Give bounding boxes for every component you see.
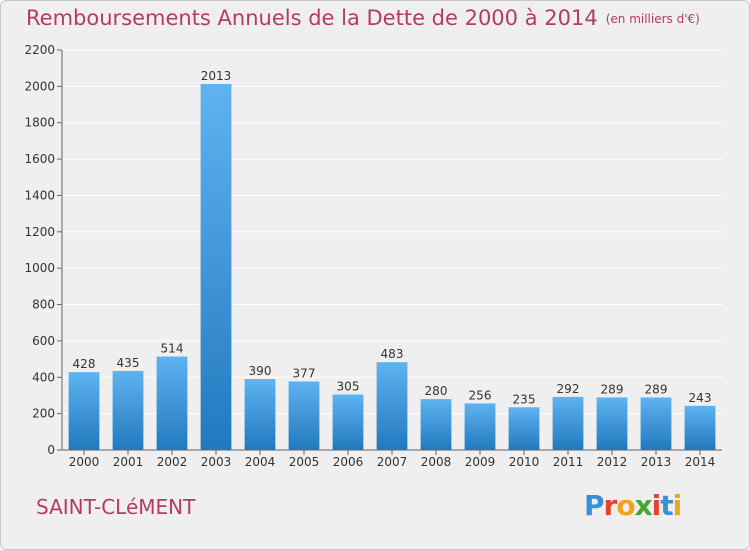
bar-value-label: 280 [425,384,448,398]
bar-value-label: 514 [161,342,184,356]
x-tick-label: 2007 [377,455,408,469]
logo-letter: t [660,489,673,522]
bar-value-label: 289 [645,382,668,396]
bar [288,381,320,450]
bar-value-label: 256 [469,388,492,402]
logo-letter: x [634,489,653,522]
x-tick-label: 2008 [421,455,452,469]
logo-letter: P [584,489,605,522]
bar-value-label: 292 [557,382,580,396]
bar [596,397,628,450]
x-tick-label: 2005 [289,455,320,469]
bar-value-label: 377 [293,366,316,380]
x-tick-label: 2000 [69,455,100,469]
bar-value-label: 483 [381,347,404,361]
y-tick-label: 800 [32,298,55,312]
x-tick-label: 2013 [641,455,672,469]
bar [332,394,364,450]
bar [112,370,144,450]
logo-letter: i [651,489,662,522]
y-tick-label: 200 [32,407,55,421]
logo-letter: o [616,489,635,522]
bar [156,356,188,450]
x-tick-label: 2004 [245,455,276,469]
bar-value-label: 305 [337,380,360,394]
bar-value-label: 2013 [201,69,232,83]
y-tick-label: 400 [32,370,55,384]
bar [420,399,452,450]
bar [376,362,408,450]
y-tick-label: 2200 [24,43,55,57]
bar [552,396,584,450]
x-tick-label: 2006 [333,455,364,469]
y-tick-label: 1000 [24,261,55,275]
y-tick-label: 1200 [24,225,55,239]
x-tick-label: 2014 [685,455,716,469]
proxiti-logo[interactable]: Proxiti [584,489,683,522]
chart-title-text: Remboursements Annuels de la Dette de 20… [26,6,598,30]
chart-unit-label: (en milliers d'€) [605,12,700,26]
x-tick-label: 2012 [597,455,628,469]
bar-value-label: 243 [689,391,712,405]
y-tick-label: 1600 [24,152,55,166]
bar [508,407,540,450]
x-tick-label: 2001 [113,455,144,469]
bar [68,372,100,450]
x-tick-label: 2010 [509,455,540,469]
bar [464,403,496,450]
y-tick-label: 1800 [24,116,55,130]
x-tick-label: 2011 [553,455,584,469]
logo-letter: i [672,489,683,522]
bar [244,379,276,450]
x-tick-label: 2002 [157,455,188,469]
chart-title: Remboursements Annuels de la Dette de 20… [26,6,700,30]
commune-name: SAINT-CLéMENT [36,495,196,519]
x-tick-label: 2009 [465,455,496,469]
bar [684,405,716,450]
bar-value-label: 289 [601,382,624,396]
bar-value-label: 390 [249,364,272,378]
bar-value-label: 435 [117,356,140,370]
bar-value-label: 235 [513,392,536,406]
bar [640,397,672,450]
logo-letter: r [603,489,618,522]
y-tick-label: 1400 [24,188,55,202]
bar [200,84,232,450]
bar-value-label: 428 [73,357,96,371]
y-tick-label: 0 [47,443,55,457]
y-tick-label: 600 [32,334,55,348]
x-tick-label: 2003 [201,455,232,469]
y-tick-label: 2000 [24,79,55,93]
